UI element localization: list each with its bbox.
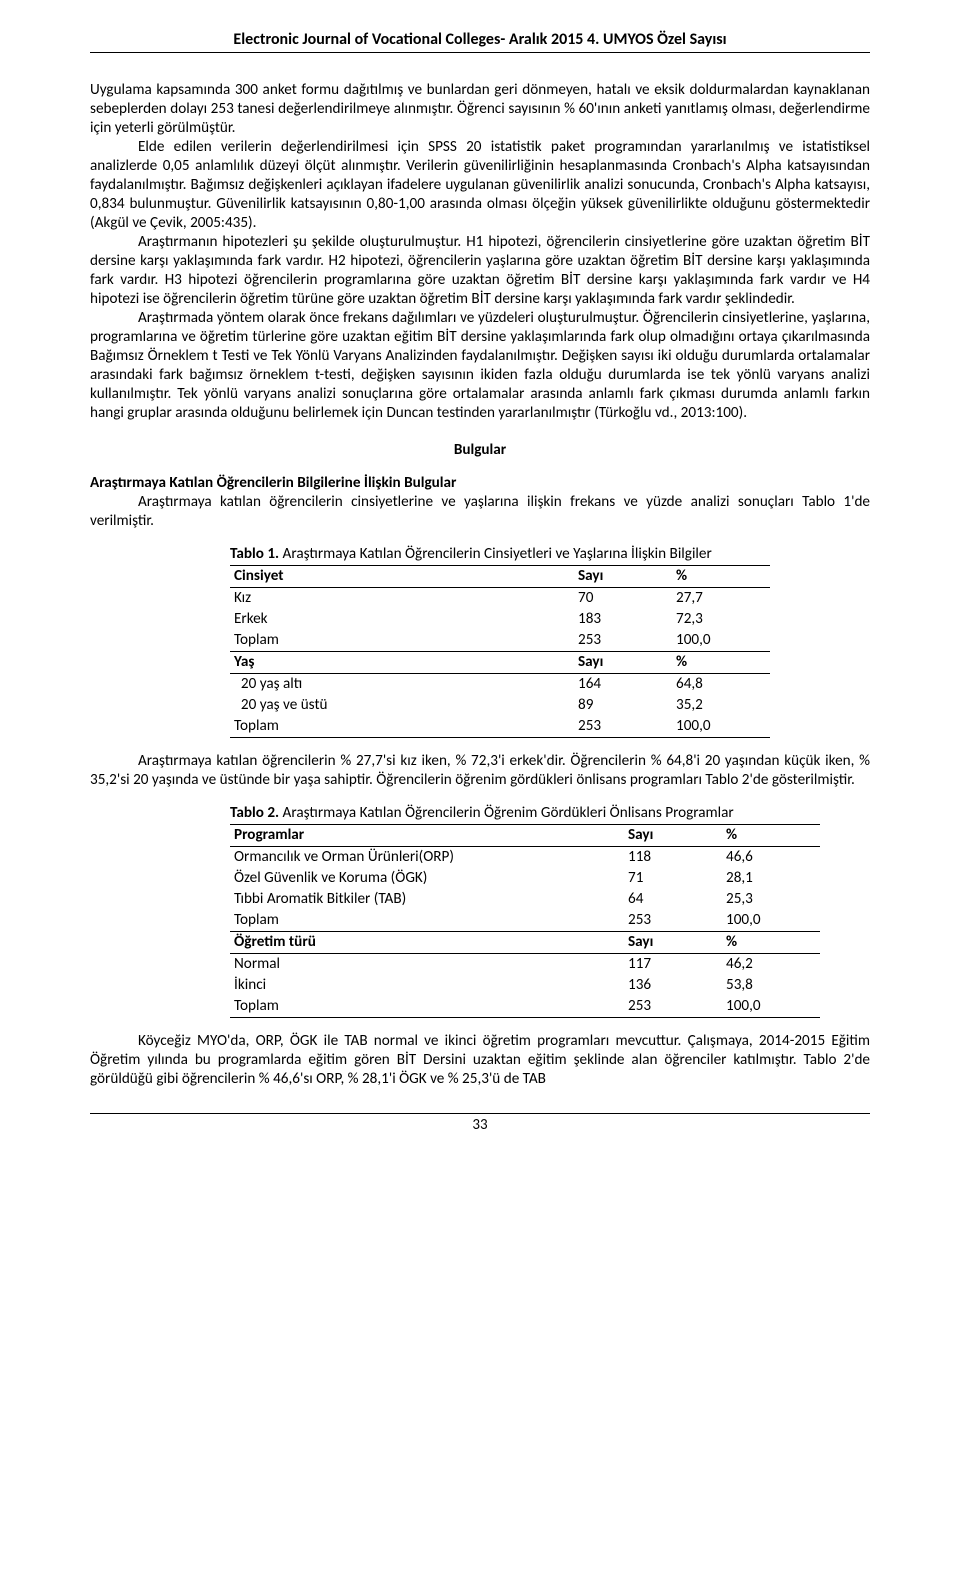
table-2-grid: Programlar Sayı % Ormancılık ve Orman Ür… [230,824,820,1018]
paragraph-2: Elde edilen verilerin değerlendirilmesi … [90,138,870,233]
table-header-cell: % [672,652,770,674]
table-row: Cinsiyet Sayı % [230,566,770,588]
table-header-cell: Programlar [230,825,624,847]
table-header-cell: Sayı [624,825,722,847]
table-cell: Normal [230,954,624,976]
paragraph-4: Araştırmada yöntem olarak önce frekans d… [90,309,870,423]
table-row: Tıbbi Aromatik Bitkiler (TAB) 64 25,3 [230,889,820,910]
paragraph-1: Uygulama kapsamında 300 anket formu dağı… [90,81,870,138]
table-cell: 27,7 [672,588,770,610]
journal-header: Electronic Journal of Vocational College… [90,30,870,53]
table-header-cell: % [722,932,820,954]
table-header-cell: Sayı [574,566,672,588]
table-row: 20 yaş ve üstü 89 35,2 [230,695,770,716]
between-tables-paragraph: Araştırmaya katılan öğrencilerin % 27,7'… [90,752,870,790]
table-cell: 253 [574,630,672,652]
table-cell: 35,2 [672,695,770,716]
table-1-grid: Cinsiyet Sayı % Kız 70 27,7 Erkek 183 72… [230,565,770,738]
page: Electronic Journal of Vocational College… [0,0,960,1583]
table-cell: Toplam [230,716,574,738]
table-cell: 100,0 [722,910,820,932]
table-row: Yaş Sayı % [230,652,770,674]
table-cell: Tıbbi Aromatik Bitkiler (TAB) [230,889,624,910]
table-header-cell: % [672,566,770,588]
table-row: Normal 117 46,2 [230,954,820,976]
table-cell: 72,3 [672,609,770,630]
table-cell: 46,6 [722,847,820,869]
section-heading-bulgular: Bulgular [90,441,870,460]
table-row: Toplam 253 100,0 [230,910,820,932]
table-cell: 70 [574,588,672,610]
table-1: Tablo 1. Araştırmaya Katılan Öğrencileri… [230,545,770,738]
table-row: Kız 70 27,7 [230,588,770,610]
table-cell: 20 yaş altı [230,674,574,696]
table-cell: 118 [624,847,722,869]
table-row: İkinci 136 53,8 [230,975,820,996]
table-cell: Ormancılık ve Orman Ürünleri(ORP) [230,847,624,869]
table-row: Toplam 253 100,0 [230,630,770,652]
table-cell: 183 [574,609,672,630]
table-cell: 253 [624,910,722,932]
table-cell: 136 [624,975,722,996]
table-cell: 100,0 [722,996,820,1018]
table-cell: 53,8 [722,975,820,996]
table-header-cell: Öğretim türü [230,932,624,954]
table-header-cell: % [722,825,820,847]
paragraph-3: Araştırmanın hipotezleri şu şekilde oluş… [90,233,870,309]
table-row: Erkek 183 72,3 [230,609,770,630]
table-header-cell: Cinsiyet [230,566,574,588]
table-cell: 117 [624,954,722,976]
table-cell: 100,0 [672,630,770,652]
table-cell: 253 [574,716,672,738]
table-cell: Toplam [230,910,624,932]
subsection-paragraph: Araştırmaya katılan öğrencilerin cinsiye… [90,493,870,531]
table-2: Tablo 2. Araştırmaya Katılan Öğrencileri… [230,804,820,1018]
table-2-label: Tablo 2. [230,804,279,822]
table-row: Toplam 253 100,0 [230,996,820,1018]
table-row: Öğretim türü Sayı % [230,932,820,954]
table-cell: 71 [624,868,722,889]
table-header-cell: Yaş [230,652,574,674]
table-cell: 89 [574,695,672,716]
table-2-caption-text: Araştırmaya Katılan Öğrencilerin Öğrenim… [279,804,734,822]
table-row: Programlar Sayı % [230,825,820,847]
table-cell: 164 [574,674,672,696]
table-cell: 100,0 [672,716,770,738]
page-number: 33 [472,1116,487,1134]
table-header-cell: Sayı [624,932,722,954]
table-2-caption: Tablo 2. Araştırmaya Katılan Öğrencileri… [230,804,820,823]
table-1-caption: Tablo 1. Araştırmaya Katılan Öğrencileri… [230,545,770,564]
table-cell: 253 [624,996,722,1018]
subsection-heading: Araştırmaya Katılan Öğrencilerin Bilgile… [90,474,870,493]
table-1-label: Tablo 1. [230,545,279,563]
table-cell: 64 [624,889,722,910]
table-row: 20 yaş altı 164 64,8 [230,674,770,696]
table-cell: 64,8 [672,674,770,696]
journal-title: Electronic Journal of Vocational College… [233,30,726,49]
table-header-cell: Sayı [574,652,672,674]
table-row: Özel Güvenlik ve Koruma (ÖGK) 71 28,1 [230,868,820,889]
table-cell: 28,1 [722,868,820,889]
table-cell: 25,3 [722,889,820,910]
table-cell: Özel Güvenlik ve Koruma (ÖGK) [230,868,624,889]
page-footer: 33 [90,1113,870,1135]
table-cell: Erkek [230,609,574,630]
table-cell: Kız [230,588,574,610]
table-cell: 20 yaş ve üstü [230,695,574,716]
table-cell: Toplam [230,996,624,1018]
after-table-2-paragraph: Köyceğiz MYO'da, ORP, ÖGK ile TAB normal… [90,1032,870,1089]
table-cell: 46,2 [722,954,820,976]
table-row: Toplam 253 100,0 [230,716,770,738]
table-1-caption-text: Araştırmaya Katılan Öğrencilerin Cinsiye… [279,545,712,563]
table-cell: İkinci [230,975,624,996]
table-row: Ormancılık ve Orman Ürünleri(ORP) 118 46… [230,847,820,869]
table-cell: Toplam [230,630,574,652]
